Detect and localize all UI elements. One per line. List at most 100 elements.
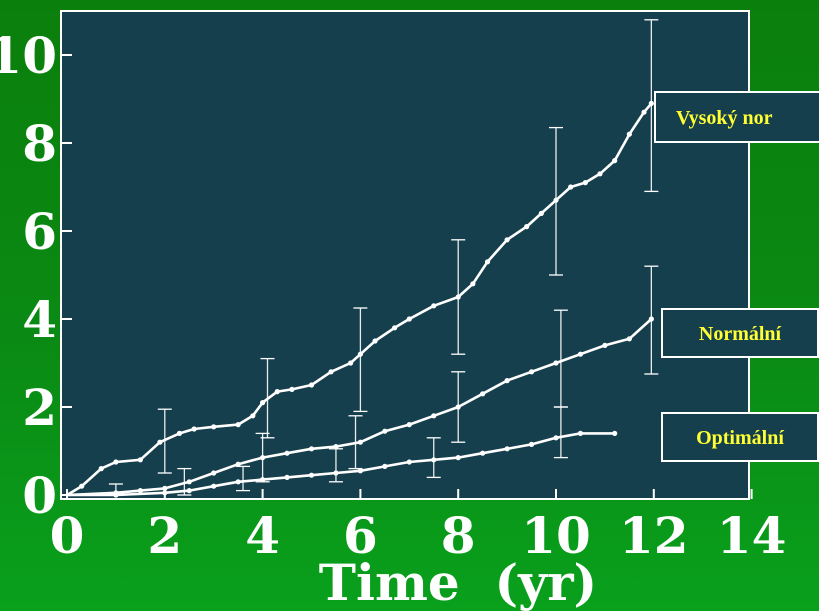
y-tick-label: 8 <box>22 114 57 173</box>
data-point <box>431 413 437 419</box>
error-bar-16 <box>553 406 568 459</box>
series-label-1: Normální <box>661 308 819 358</box>
x-axis-ticks: 0 2 4 6 8 10 12 14 <box>50 489 787 565</box>
error-bar-2 <box>353 307 368 413</box>
x-tick-label: 14 <box>717 506 787 565</box>
x-axis-label: Time (yr) <box>319 553 597 611</box>
data-point <box>480 391 486 397</box>
data-point <box>250 413 256 419</box>
x-tick-label: 6 <box>343 506 378 565</box>
data-point <box>626 131 632 137</box>
data-point <box>528 369 535 375</box>
data-point <box>484 259 491 265</box>
y-tick-label: 0 <box>22 466 57 525</box>
data-point <box>524 224 530 230</box>
data-point <box>79 483 85 489</box>
data-point <box>641 109 647 115</box>
data-point <box>191 426 197 432</box>
y-axis-ticks: 0 2 4 6 8 10 <box>0 26 72 525</box>
data-point <box>382 463 388 469</box>
data-point <box>392 325 398 331</box>
data-point <box>504 446 510 452</box>
series-label-text: Optimální <box>696 427 784 449</box>
series-label-0: Vysoký nor <box>654 91 819 143</box>
data-point <box>504 378 510 384</box>
series-label-box <box>654 91 819 143</box>
data-point <box>186 488 192 494</box>
y-tick-label: 2 <box>22 378 57 437</box>
data-point <box>289 386 295 392</box>
data-point <box>577 430 584 436</box>
y-tick-label: 10 <box>0 26 57 85</box>
data-point <box>137 457 143 463</box>
y-tick-label: 4 <box>22 290 57 349</box>
data-point <box>382 428 388 434</box>
data-point <box>176 430 183 436</box>
y-tick-label: 6 <box>22 202 57 261</box>
data-point <box>260 455 266 461</box>
data-point <box>235 479 241 485</box>
data-point <box>348 360 354 366</box>
data-point <box>568 184 574 190</box>
data-point <box>211 424 217 430</box>
data-point <box>357 439 363 445</box>
data-point <box>626 336 632 342</box>
x-tick-label: 8 <box>441 506 476 565</box>
data-point <box>186 479 192 485</box>
data-point <box>260 400 266 406</box>
data-point <box>137 488 143 494</box>
data-point <box>157 439 163 445</box>
data-point <box>455 294 461 300</box>
series-label-text: Vysoký nor <box>676 107 773 129</box>
data-point <box>597 171 603 177</box>
data-point <box>274 389 280 395</box>
series-labels: Vysoký nor Normální Optimální <box>654 91 819 462</box>
data-point <box>455 404 461 410</box>
data-point <box>612 158 618 164</box>
data-point <box>211 470 217 476</box>
series-label-box <box>661 412 819 462</box>
series-label-text: Normální <box>699 323 782 345</box>
plot-area <box>60 10 750 500</box>
data-point <box>357 351 363 357</box>
data-point <box>235 422 241 428</box>
data-point <box>308 382 315 388</box>
data-point <box>406 459 412 465</box>
data-point <box>538 210 544 216</box>
data-point <box>612 430 618 436</box>
series-lines <box>65 100 654 498</box>
data-point <box>260 477 266 483</box>
data-point <box>284 474 290 480</box>
data-point <box>602 342 608 348</box>
data-point <box>333 470 339 476</box>
data-point <box>308 446 315 452</box>
x-tick-label: 0 <box>50 506 85 565</box>
data-point <box>284 450 290 456</box>
data-point <box>406 422 412 428</box>
data-point <box>406 316 412 322</box>
series-0 <box>65 100 654 497</box>
data-point <box>372 338 378 344</box>
data-point <box>504 237 510 243</box>
data-point <box>211 483 217 489</box>
data-point <box>582 180 588 186</box>
series-line <box>65 317 653 497</box>
x-tick-label: 10 <box>521 506 591 565</box>
data-point <box>648 100 654 106</box>
data-point <box>308 472 315 478</box>
data-point <box>528 441 535 447</box>
data-point <box>553 435 559 441</box>
data-point <box>98 466 104 472</box>
data-point <box>357 468 363 474</box>
series-label-box <box>661 308 819 358</box>
data-point <box>162 485 168 491</box>
data-point <box>553 197 559 203</box>
data-point <box>577 351 584 357</box>
data-point <box>328 369 334 375</box>
data-point <box>431 303 437 309</box>
data-point <box>113 492 119 498</box>
series-1 <box>65 316 654 497</box>
data-point <box>333 444 339 450</box>
series-2 <box>65 430 618 498</box>
